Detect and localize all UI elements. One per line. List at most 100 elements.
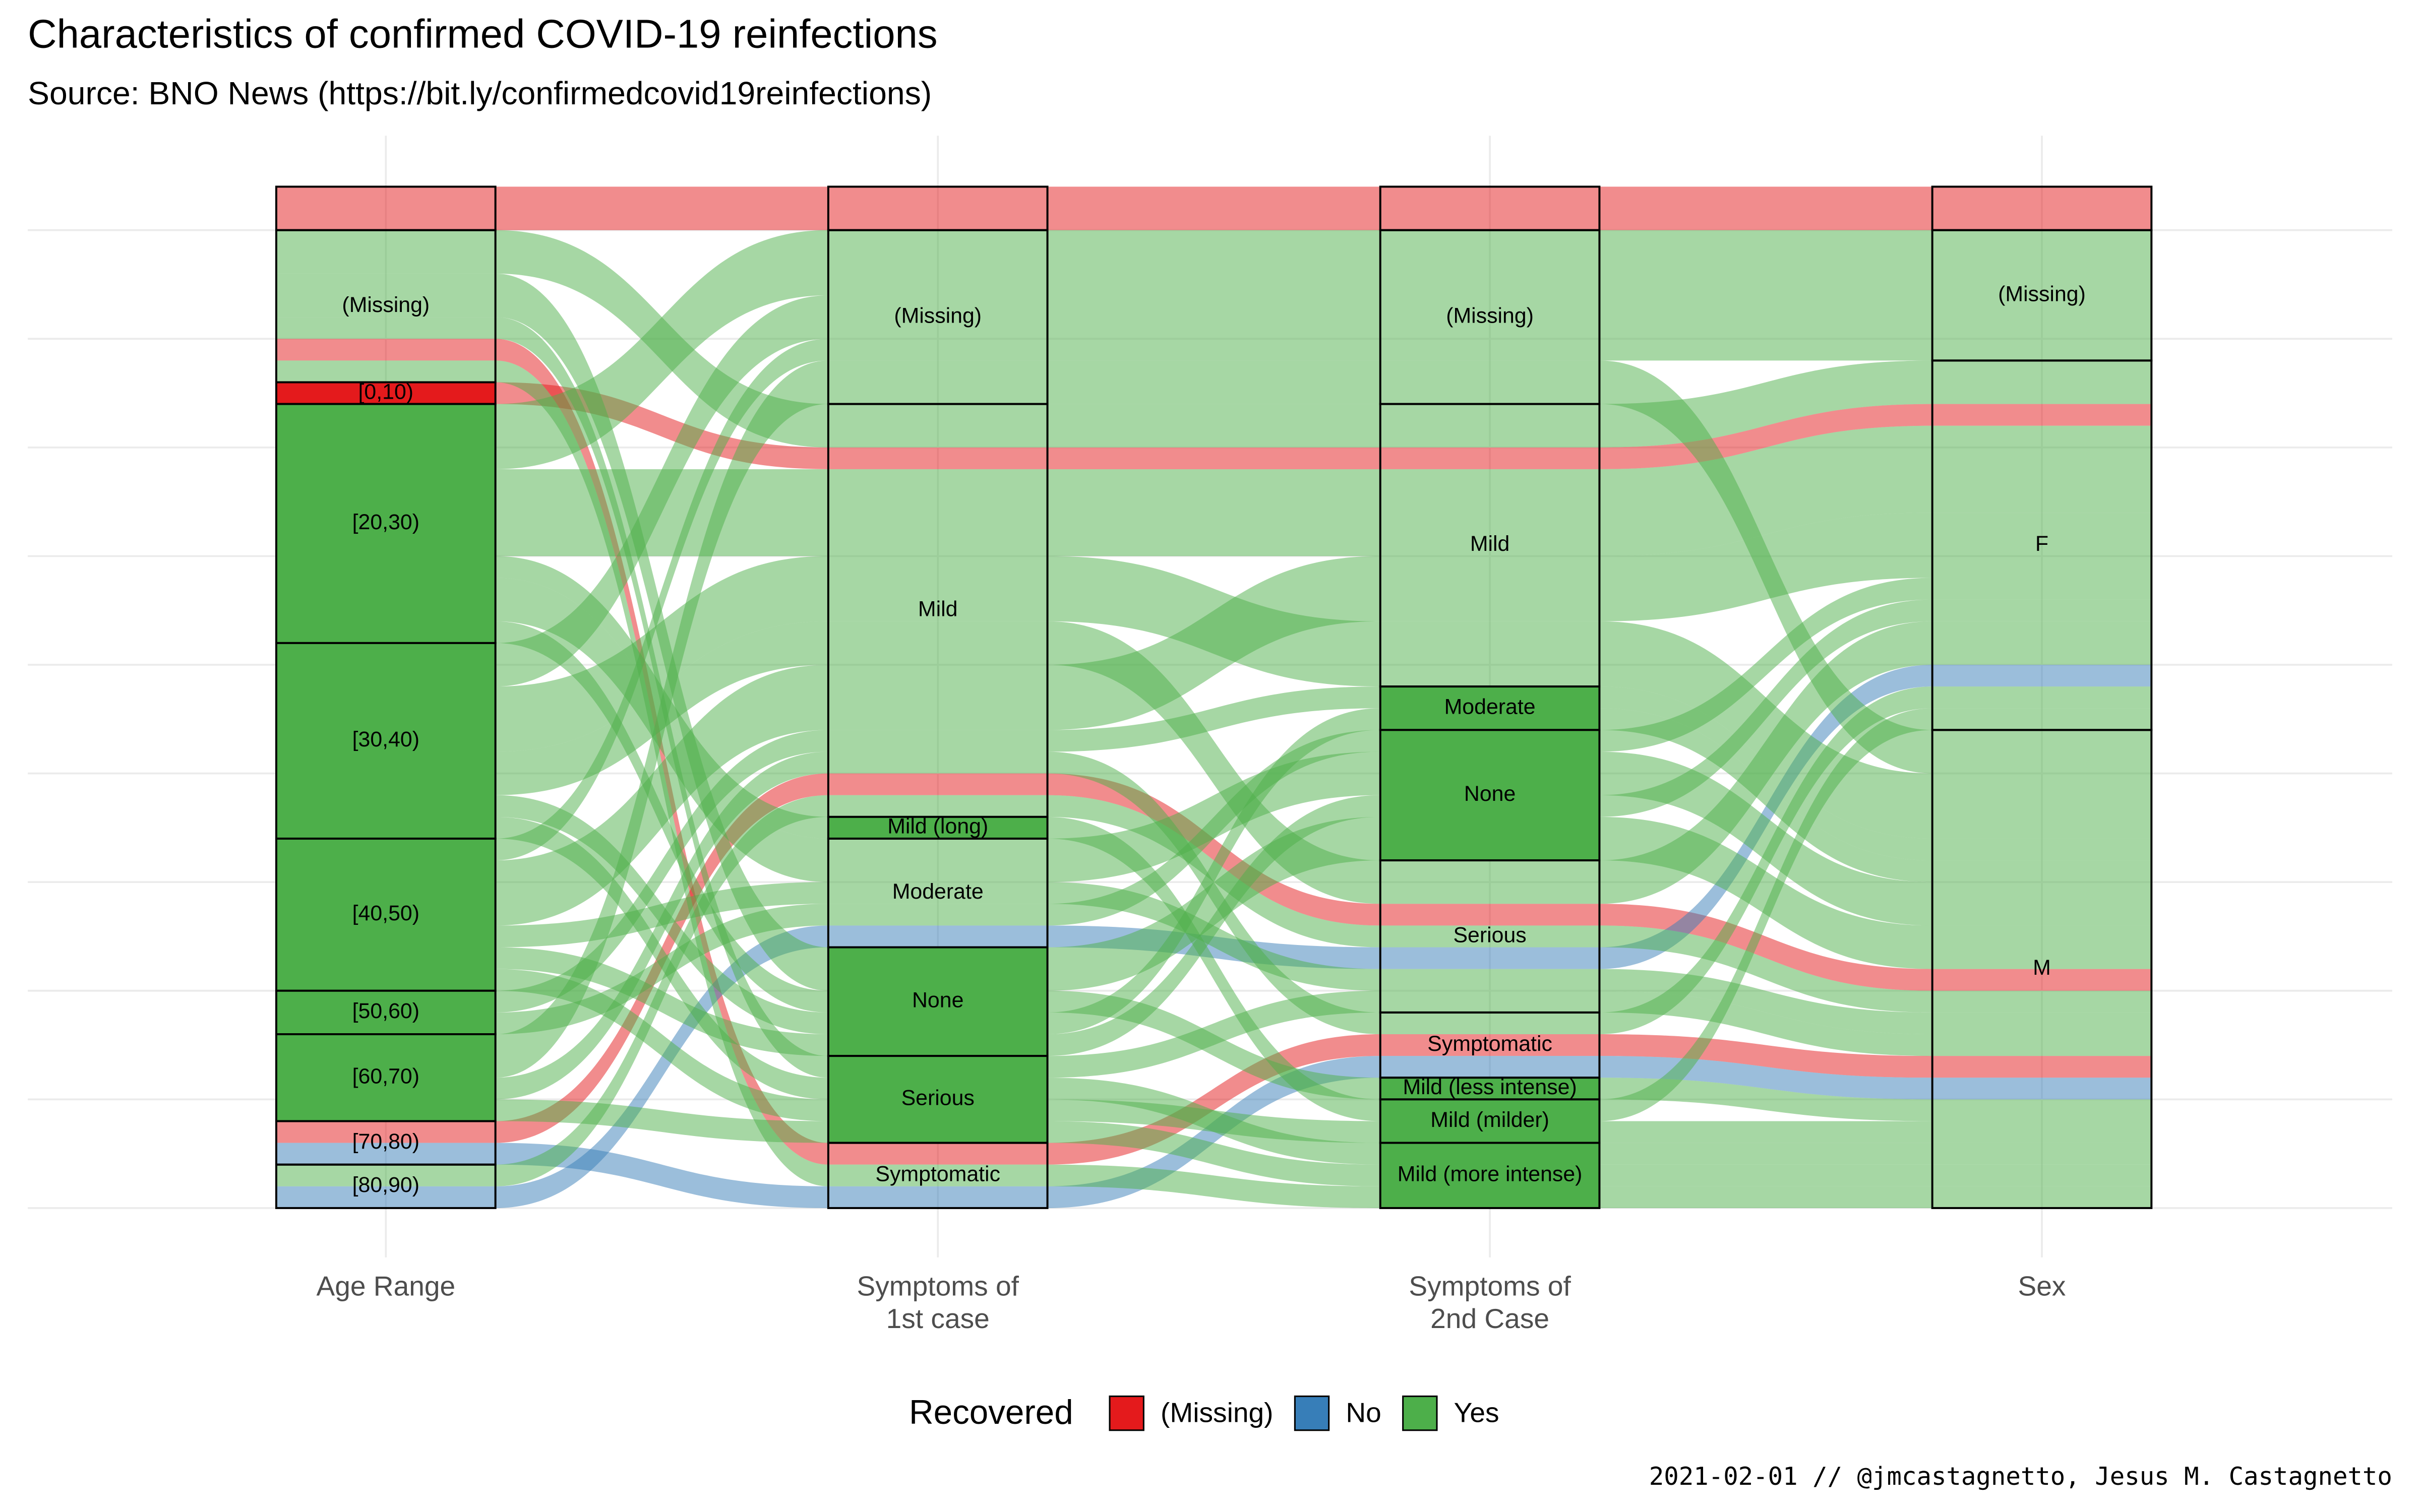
flow [495, 295, 828, 687]
flow [1047, 795, 1380, 948]
flow [495, 816, 828, 1100]
lode [1932, 730, 2152, 774]
lode [828, 730, 1048, 752]
flow [1599, 425, 1932, 556]
lode [276, 1164, 496, 1186]
legend-key [1109, 1395, 1144, 1431]
flow [1047, 686, 1380, 752]
lode [828, 795, 1048, 817]
flow [1599, 360, 1932, 774]
stratum-label: Serious [1453, 923, 1526, 947]
stratum [275, 1163, 497, 1209]
chart-title: Characteristics of confirmed COVID-19 re… [28, 12, 937, 56]
stratum [1379, 1142, 1601, 1209]
lode [276, 186, 496, 230]
lode [1932, 360, 2152, 404]
axis-label: Symptoms of [857, 1271, 1019, 1302]
flow [1047, 339, 1380, 361]
lode [1932, 230, 2152, 295]
flow [495, 882, 828, 948]
flow [1599, 1186, 1932, 1208]
stratum-label: Moderate [1444, 695, 1536, 719]
lode [1380, 1034, 1600, 1056]
lode [1932, 1186, 2152, 1208]
lode [1380, 1056, 1600, 1078]
flow [1047, 447, 1380, 469]
stratum-label: None [1464, 782, 1516, 806]
lode [1380, 925, 1600, 948]
lode [1932, 425, 2152, 513]
stratum-label: Symptomatic [1427, 1032, 1552, 1056]
flow [495, 664, 828, 926]
stratum-label: [80,90) [352, 1173, 419, 1197]
stratum-label: None [912, 988, 963, 1013]
flow [1047, 360, 1380, 404]
flow [1599, 990, 1932, 1056]
lode [1932, 1034, 2152, 1056]
stratum-label: Serious [901, 1086, 975, 1110]
flow [1599, 186, 1932, 230]
lode [1932, 925, 2152, 969]
lode [1932, 773, 2152, 839]
lode [1380, 947, 1600, 969]
strata [275, 185, 2153, 1209]
lode [276, 1143, 496, 1165]
lode [1932, 882, 2152, 926]
lode [828, 904, 1048, 926]
flow [495, 925, 828, 1208]
stratum-label: Mild (long) [887, 814, 988, 839]
flow [495, 751, 828, 1100]
flow [1047, 186, 1380, 230]
axis-label: Symptoms of [1409, 1271, 1571, 1302]
flow [1599, 686, 1932, 861]
flow [1599, 1078, 1932, 1121]
axis-label: 2nd Case [1430, 1303, 1549, 1334]
stratum-label: (Missing) [894, 303, 982, 328]
flow [1599, 686, 1932, 1034]
flow [495, 360, 828, 1078]
flow [1047, 556, 1380, 730]
lode [828, 664, 1048, 730]
lode [1932, 599, 2152, 621]
flow [1047, 730, 1380, 926]
flow [1047, 295, 1380, 339]
lode [1932, 1099, 2152, 1121]
legend-key [1402, 1395, 1438, 1431]
stratum [1379, 729, 1601, 862]
legend-label: (Missing) [1161, 1397, 1273, 1428]
stratum-label: Moderate [892, 879, 984, 904]
flow [1047, 621, 1380, 904]
flow [1047, 1164, 1380, 1208]
lode [1932, 664, 2152, 687]
stratum-label: [0,10) [358, 380, 414, 404]
lode [828, 404, 1048, 448]
stratum-label: (Missing) [342, 293, 430, 317]
lode [1380, 990, 1600, 1013]
flow [1047, 751, 1380, 883]
lode [828, 621, 1048, 665]
stratum-label: [30,40) [352, 727, 419, 751]
flow [1047, 230, 1380, 295]
lode [1932, 1012, 2152, 1034]
lode [1932, 186, 2152, 230]
legend-label: No [1346, 1397, 1381, 1428]
lode [1932, 404, 2152, 426]
stratum [1931, 729, 2153, 1209]
flow [495, 730, 828, 1013]
stratum-label: Symptomatic [875, 1162, 1000, 1186]
lode [1380, 360, 1600, 404]
flow [1599, 230, 1932, 295]
lode [1932, 1143, 2152, 1165]
flow [1599, 708, 1932, 883]
lode [1932, 686, 2152, 709]
lode [1380, 230, 1600, 295]
lode [276, 317, 496, 339]
lode [828, 882, 1048, 904]
flow [495, 339, 828, 861]
lode [828, 751, 1048, 774]
lode [276, 1186, 496, 1208]
lode [1380, 295, 1600, 339]
flow [1047, 469, 1380, 556]
lode [828, 469, 1048, 556]
lode [1380, 969, 1600, 991]
